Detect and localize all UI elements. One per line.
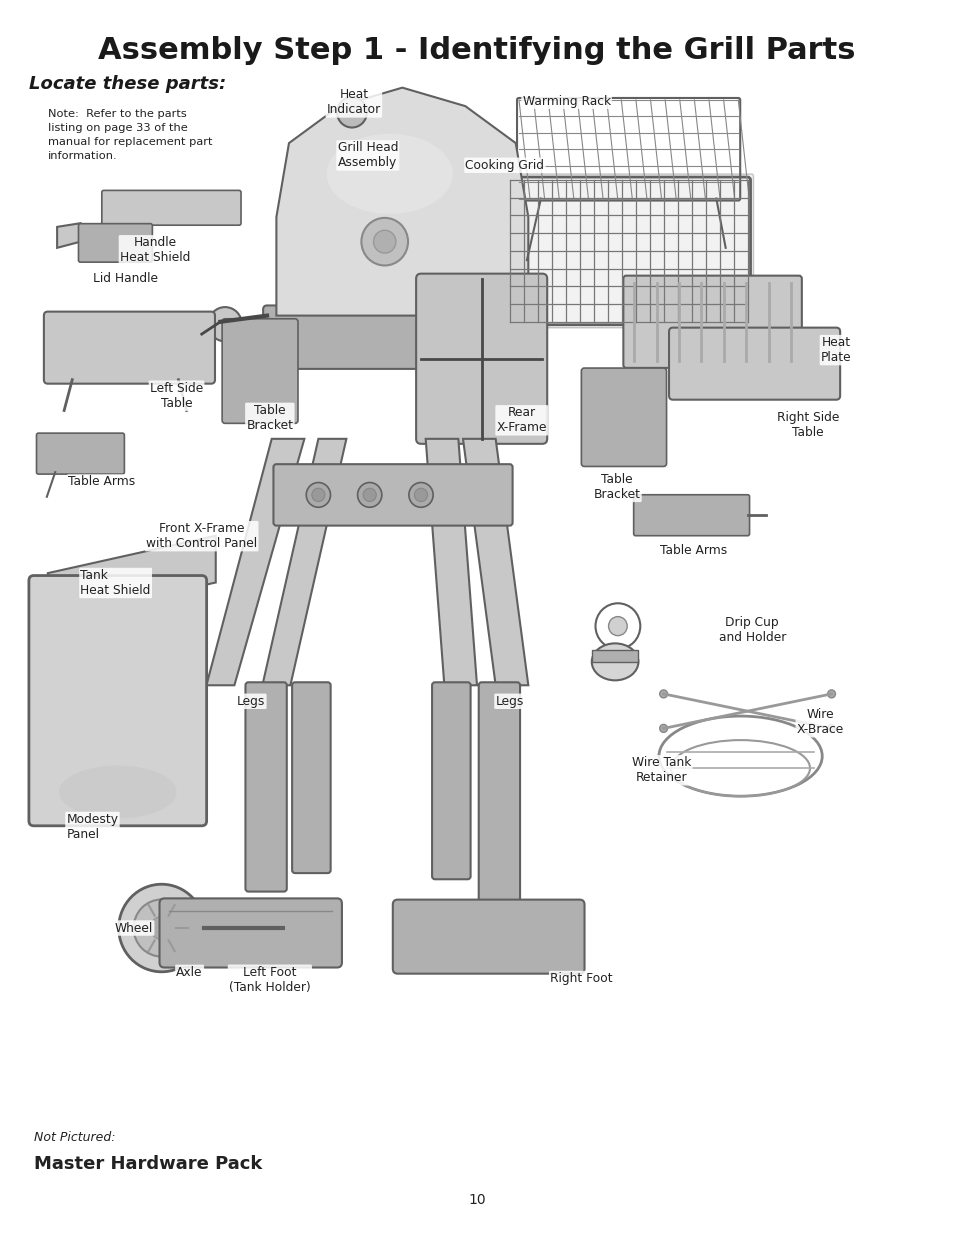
FancyBboxPatch shape xyxy=(36,433,124,474)
Text: Heat
Plate: Heat Plate xyxy=(821,336,851,364)
Text: Right Foot: Right Foot xyxy=(550,972,612,986)
Polygon shape xyxy=(425,438,476,685)
Circle shape xyxy=(151,916,172,940)
FancyBboxPatch shape xyxy=(478,682,519,904)
FancyBboxPatch shape xyxy=(292,682,331,873)
Text: Tank
Heat Shield: Tank Heat Shield xyxy=(80,569,151,597)
Circle shape xyxy=(659,725,667,732)
Circle shape xyxy=(208,308,242,341)
Text: Note:  Refer to the parts
listing on page 33 of the
manual for replacement part
: Note: Refer to the parts listing on page… xyxy=(48,109,213,161)
Text: Axle: Axle xyxy=(176,966,203,979)
Polygon shape xyxy=(57,224,80,248)
Text: Wire
X-Brace: Wire X-Brace xyxy=(796,708,843,736)
FancyBboxPatch shape xyxy=(580,368,666,467)
Circle shape xyxy=(133,899,190,957)
Polygon shape xyxy=(591,650,638,662)
Text: Table Arms: Table Arms xyxy=(69,475,135,489)
Ellipse shape xyxy=(591,643,638,680)
Polygon shape xyxy=(276,88,528,316)
FancyBboxPatch shape xyxy=(622,275,801,368)
FancyBboxPatch shape xyxy=(159,898,341,967)
Circle shape xyxy=(374,230,395,253)
Text: Handle
Heat Shield: Handle Heat Shield xyxy=(120,236,190,264)
Circle shape xyxy=(363,488,375,501)
Text: Left Side
Table: Left Side Table xyxy=(150,382,203,410)
FancyBboxPatch shape xyxy=(44,311,214,384)
Text: Heat
Indicator: Heat Indicator xyxy=(326,89,380,116)
Polygon shape xyxy=(262,438,346,685)
Text: Table Arms: Table Arms xyxy=(659,545,726,557)
Circle shape xyxy=(608,616,626,636)
Polygon shape xyxy=(462,438,528,685)
Text: Wire Tank
Retainer: Wire Tank Retainer xyxy=(632,756,691,784)
Text: Modesty
Panel: Modesty Panel xyxy=(67,813,118,841)
Text: Grill Head
Assembly: Grill Head Assembly xyxy=(337,142,397,169)
Text: Lid Handle: Lid Handle xyxy=(92,272,157,285)
Text: Legs: Legs xyxy=(495,695,523,708)
Text: Not Pictured:: Not Pictured: xyxy=(33,1131,115,1145)
FancyBboxPatch shape xyxy=(263,305,541,369)
Circle shape xyxy=(336,98,367,127)
Text: Drip Cup
and Holder: Drip Cup and Holder xyxy=(718,616,785,643)
Text: Front X-Frame
with Control Panel: Front X-Frame with Control Panel xyxy=(146,522,257,550)
FancyBboxPatch shape xyxy=(29,576,207,826)
Polygon shape xyxy=(206,438,304,685)
FancyBboxPatch shape xyxy=(102,190,241,225)
FancyBboxPatch shape xyxy=(78,224,152,262)
FancyBboxPatch shape xyxy=(274,464,512,526)
Text: Right Side
Table: Right Side Table xyxy=(777,411,839,440)
Text: Locate these parts:: Locate these parts: xyxy=(30,75,226,94)
Text: Assembly Step 1 - Identifying the Grill Parts: Assembly Step 1 - Identifying the Grill … xyxy=(98,36,855,65)
Text: Cooking Grid: Cooking Grid xyxy=(465,159,544,172)
Text: Left Foot
(Tank Holder): Left Foot (Tank Holder) xyxy=(229,966,311,994)
Circle shape xyxy=(827,690,835,698)
Circle shape xyxy=(409,483,433,508)
Ellipse shape xyxy=(59,766,176,819)
Circle shape xyxy=(312,488,325,501)
Text: 10: 10 xyxy=(468,1193,485,1207)
Circle shape xyxy=(361,217,408,266)
FancyBboxPatch shape xyxy=(503,174,753,327)
Text: Wheel: Wheel xyxy=(115,921,153,935)
FancyBboxPatch shape xyxy=(393,899,584,973)
Text: Warming Rack: Warming Rack xyxy=(522,95,610,107)
Text: Rear
X-Frame: Rear X-Frame xyxy=(496,406,546,435)
Circle shape xyxy=(659,690,667,698)
Text: Table
Bracket: Table Bracket xyxy=(593,473,639,501)
Circle shape xyxy=(306,483,330,508)
FancyBboxPatch shape xyxy=(633,495,749,536)
FancyBboxPatch shape xyxy=(668,327,840,400)
Text: Table
Bracket: Table Bracket xyxy=(246,404,294,432)
Circle shape xyxy=(357,483,381,508)
FancyBboxPatch shape xyxy=(245,682,287,892)
FancyBboxPatch shape xyxy=(222,319,297,424)
Ellipse shape xyxy=(327,133,453,214)
Circle shape xyxy=(414,488,427,501)
FancyBboxPatch shape xyxy=(416,274,547,443)
FancyBboxPatch shape xyxy=(432,682,470,879)
Text: Master Hardware Pack: Master Hardware Pack xyxy=(33,1155,262,1173)
Text: Legs: Legs xyxy=(236,695,265,708)
Circle shape xyxy=(118,884,204,972)
Polygon shape xyxy=(48,536,215,620)
Circle shape xyxy=(827,725,835,732)
